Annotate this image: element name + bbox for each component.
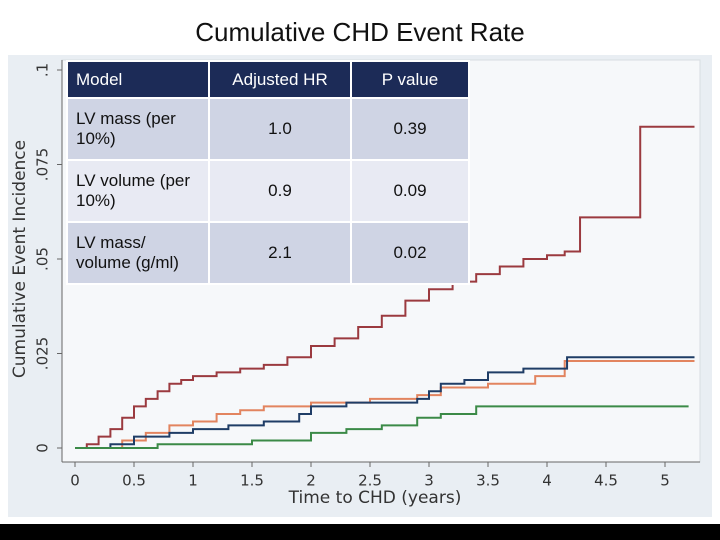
table-cell: 2.1 — [208, 221, 352, 285]
x-tick-label: 3 — [424, 472, 434, 490]
table-cell: LV volume (per 10%) — [66, 159, 210, 223]
y-tick-label: 0 — [34, 443, 52, 453]
table-cell: LV mass (per 10%) — [66, 97, 210, 161]
y-tick-label: .025 — [34, 337, 52, 370]
table-cell: 0.02 — [350, 221, 470, 285]
x-tick-label: 3.5 — [476, 472, 500, 490]
step-line — [75, 405, 689, 449]
results-table: Model Adjusted HR P value LV mass (per 1… — [66, 60, 470, 285]
x-tick-label: 4.5 — [594, 472, 618, 490]
chart-title: Cumulative CHD Event Rate — [195, 17, 524, 47]
step-line — [75, 125, 695, 449]
step-line — [75, 356, 695, 449]
x-tick-label: 5 — [660, 472, 670, 490]
y-tick-label: .1 — [34, 63, 52, 77]
table-cell: 0.09 — [350, 159, 470, 223]
table-cell: 1.0 — [208, 97, 352, 161]
x-tick-label: 4 — [542, 472, 552, 490]
x-tick-label: 0.5 — [122, 472, 146, 490]
table-header: Adjusted HR — [208, 60, 352, 99]
y-tick-label: .05 — [34, 247, 52, 271]
table-cell: 0.39 — [350, 97, 470, 161]
x-tick-label: 0 — [70, 472, 80, 490]
x-tick-label: 2.5 — [358, 472, 382, 490]
x-tick-label: 1 — [188, 472, 198, 490]
y-tick-label: .075 — [34, 148, 52, 181]
table-cell: 0.9 — [208, 159, 352, 223]
x-tick-label: 1.5 — [240, 472, 264, 490]
table-header: P value — [350, 60, 470, 99]
x-axis-title: Time to CHD (years) — [288, 488, 462, 508]
bottom-bar — [0, 524, 720, 540]
table-header: Model — [66, 60, 210, 99]
table-cell: LV mass/ volume (g/ml) — [66, 221, 210, 285]
step-line — [75, 360, 695, 449]
x-tick-label: 2 — [306, 472, 316, 490]
y-axis-title: Cumulative Event Incidence — [10, 140, 30, 378]
